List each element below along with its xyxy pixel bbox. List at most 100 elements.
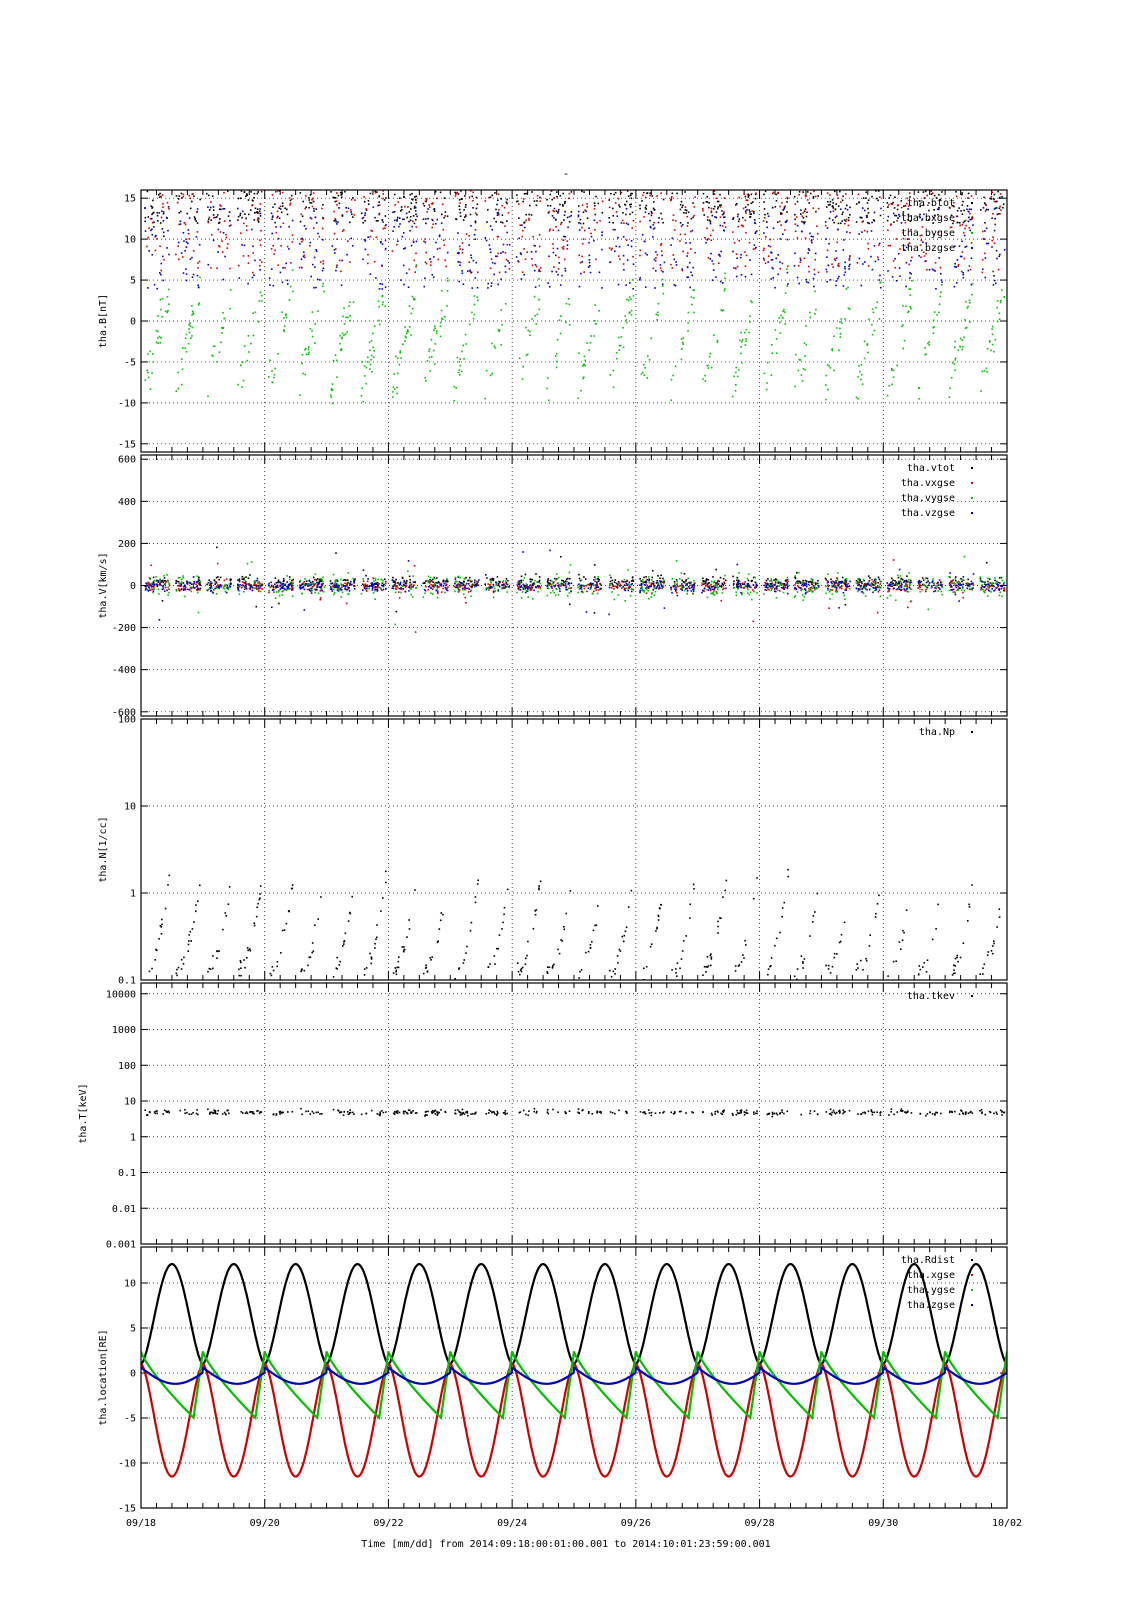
y-tick-label: 0.1 (118, 1168, 136, 1179)
y-tick-label: 400 (118, 497, 136, 508)
legend: tha.Rdist tha.xgse tha.ygse tha.zgse (901, 1255, 973, 1311)
y-tick-label: 15 (124, 194, 136, 205)
legend-label: tha.bygse (901, 228, 955, 239)
legend-marker (971, 202, 973, 204)
y-tick-label: 10000 (106, 989, 136, 1000)
plot-frame (140, 1246, 1008, 1509)
y-tick-label: 10 (124, 802, 136, 813)
y-tick-label: 1000 (112, 1025, 136, 1036)
legend-label: tha.vygse (901, 493, 955, 504)
legend-marker (971, 731, 973, 733)
grid (141, 983, 1007, 1244)
x-tick-label: 09/30 (868, 1518, 898, 1529)
series-line (141, 1351, 1007, 1421)
legend-marker (971, 467, 973, 469)
series-line (141, 1362, 1007, 1478)
grid (141, 719, 1007, 980)
y-tick-label: -200 (112, 623, 136, 634)
legend-marker (971, 995, 973, 997)
series-tha-vtot (144, 546, 1005, 614)
y-tick-label: 0.01 (112, 1204, 136, 1215)
series-line (141, 1262, 1007, 1366)
y-axis-label: tha.location[RE] (98, 1329, 109, 1425)
panel-location: 1050-5-10-15tha.location[RE]tha.Rdisttha… (98, 1246, 1008, 1515)
panel-n: 100 10 1 0.1 tha.N[1/cc] tha.Np (98, 715, 1008, 987)
legend: tha.vtot tha.vxgse tha.vygse tha.vzgse (901, 463, 973, 519)
y-tick-label: 100 (118, 715, 136, 726)
series-tha-ygse (141, 1351, 1007, 1421)
x-tick-label: 09/18 (126, 1518, 156, 1529)
series-tha-xgse (141, 1362, 1007, 1478)
y-tick-label: 100 (118, 1061, 136, 1072)
series-tha-Np (148, 868, 1001, 980)
plot-frame (140, 189, 1008, 453)
series-tha-vzgse (144, 549, 1005, 621)
y-tick-label: 0.001 (106, 1240, 136, 1251)
legend-marker (971, 482, 973, 484)
y-tick-label: 600 (118, 455, 136, 466)
x-tick-label: 09/22 (373, 1518, 403, 1529)
legend-marker (971, 247, 973, 249)
y-axis-label: tha.T[keV] (78, 1083, 89, 1143)
series-tha-zgse (141, 1365, 1007, 1385)
legend-marker (971, 497, 973, 499)
legend-label: tha.tkev (907, 991, 955, 1002)
series-tha-tkev (144, 1107, 1006, 1118)
panel-t: 10000 1000 100 10 1 0.1 0.01 0.001 tha.T[keV] tha… (78, 982, 1008, 1251)
y-tick-label: 5 (130, 1324, 136, 1335)
x-axis-ticks: 09/18 09/20 09/22 09/24 09/26 09/28 09/30 10/02 (126, 1518, 1022, 1529)
legend-marker (971, 1259, 973, 1261)
legend-label: tha.vxgse (901, 478, 955, 489)
legend: tha.btot tha.bxgse tha.bygse tha.bzgse (901, 198, 973, 254)
legend-marker (971, 1289, 973, 1291)
y-tick-label: 10 (124, 1097, 136, 1108)
y-tick-label: 5 (130, 276, 136, 287)
plot-frame (140, 718, 1008, 981)
y-tick-label: 1 (130, 1132, 136, 1143)
legend-label: tha.vtot (907, 463, 955, 474)
y-tick-label: 0 (130, 1369, 136, 1380)
series-tha-bzgse (144, 206, 1006, 290)
y-tick-label: 10 (124, 235, 136, 246)
x-tick-label: 10/02 (992, 1518, 1022, 1529)
panel-b: 15 10 5 0 -5 -10 -15 tha.B[nT] tha.btot tha.bxgse… (98, 189, 1008, 453)
y-tick-label: -15 (118, 439, 136, 450)
legend-label: tha.btot (907, 198, 955, 209)
legend-marker (971, 217, 973, 219)
legend-label: tha.zgse (907, 1300, 955, 1311)
series-tha-bygse (144, 264, 1006, 405)
legend-label: tha.Rdist (901, 1255, 955, 1266)
y-tick-label: 0 (130, 581, 136, 592)
series-tha-Rdist (141, 1262, 1007, 1366)
plot-frame (140, 982, 1008, 1245)
y-tick-label: -5 (124, 357, 136, 368)
y-tick-label: -400 (112, 665, 136, 676)
grid (141, 190, 1007, 452)
plot-frame (140, 454, 1008, 717)
y-axis-label: tha.N[1/cc] (98, 816, 109, 882)
x-tick-label: 09/26 (621, 1518, 651, 1529)
y-tick-label: 10 (124, 1279, 136, 1290)
legend-label: tha.bzgse (901, 243, 955, 254)
y-axis-label: tha.V[km/s] (98, 552, 109, 618)
series-tha-vxgse (146, 559, 1006, 633)
y-tick-label: 0.1 (118, 976, 136, 987)
legend-label: tha.Np (919, 727, 955, 738)
series-line (141, 1365, 1007, 1385)
panel-v: 600 400 200 0 -200 -400 -600 tha.V[km/s] tha.vto… (98, 454, 1008, 718)
x-tick-label: 09/24 (497, 1518, 527, 1529)
legend-label: tha.xgse (907, 1270, 955, 1281)
y-tick-label: -10 (118, 398, 136, 409)
legend-marker (971, 512, 973, 514)
legend: tha.tkev (907, 991, 973, 1002)
y-tick-label: -600 (112, 707, 136, 718)
x-tick-label: 09/20 (250, 1518, 280, 1529)
figure-title: - (563, 167, 570, 180)
y-tick-label: 1 (130, 889, 136, 900)
series-tha-bxgse (146, 190, 1002, 274)
legend: tha.Np (919, 727, 973, 738)
legend-label: tha.ygse (907, 1285, 955, 1296)
y-tick-label: -15 (118, 1504, 136, 1515)
legend-marker (971, 1274, 973, 1276)
y-tick-label: 200 (118, 539, 136, 550)
